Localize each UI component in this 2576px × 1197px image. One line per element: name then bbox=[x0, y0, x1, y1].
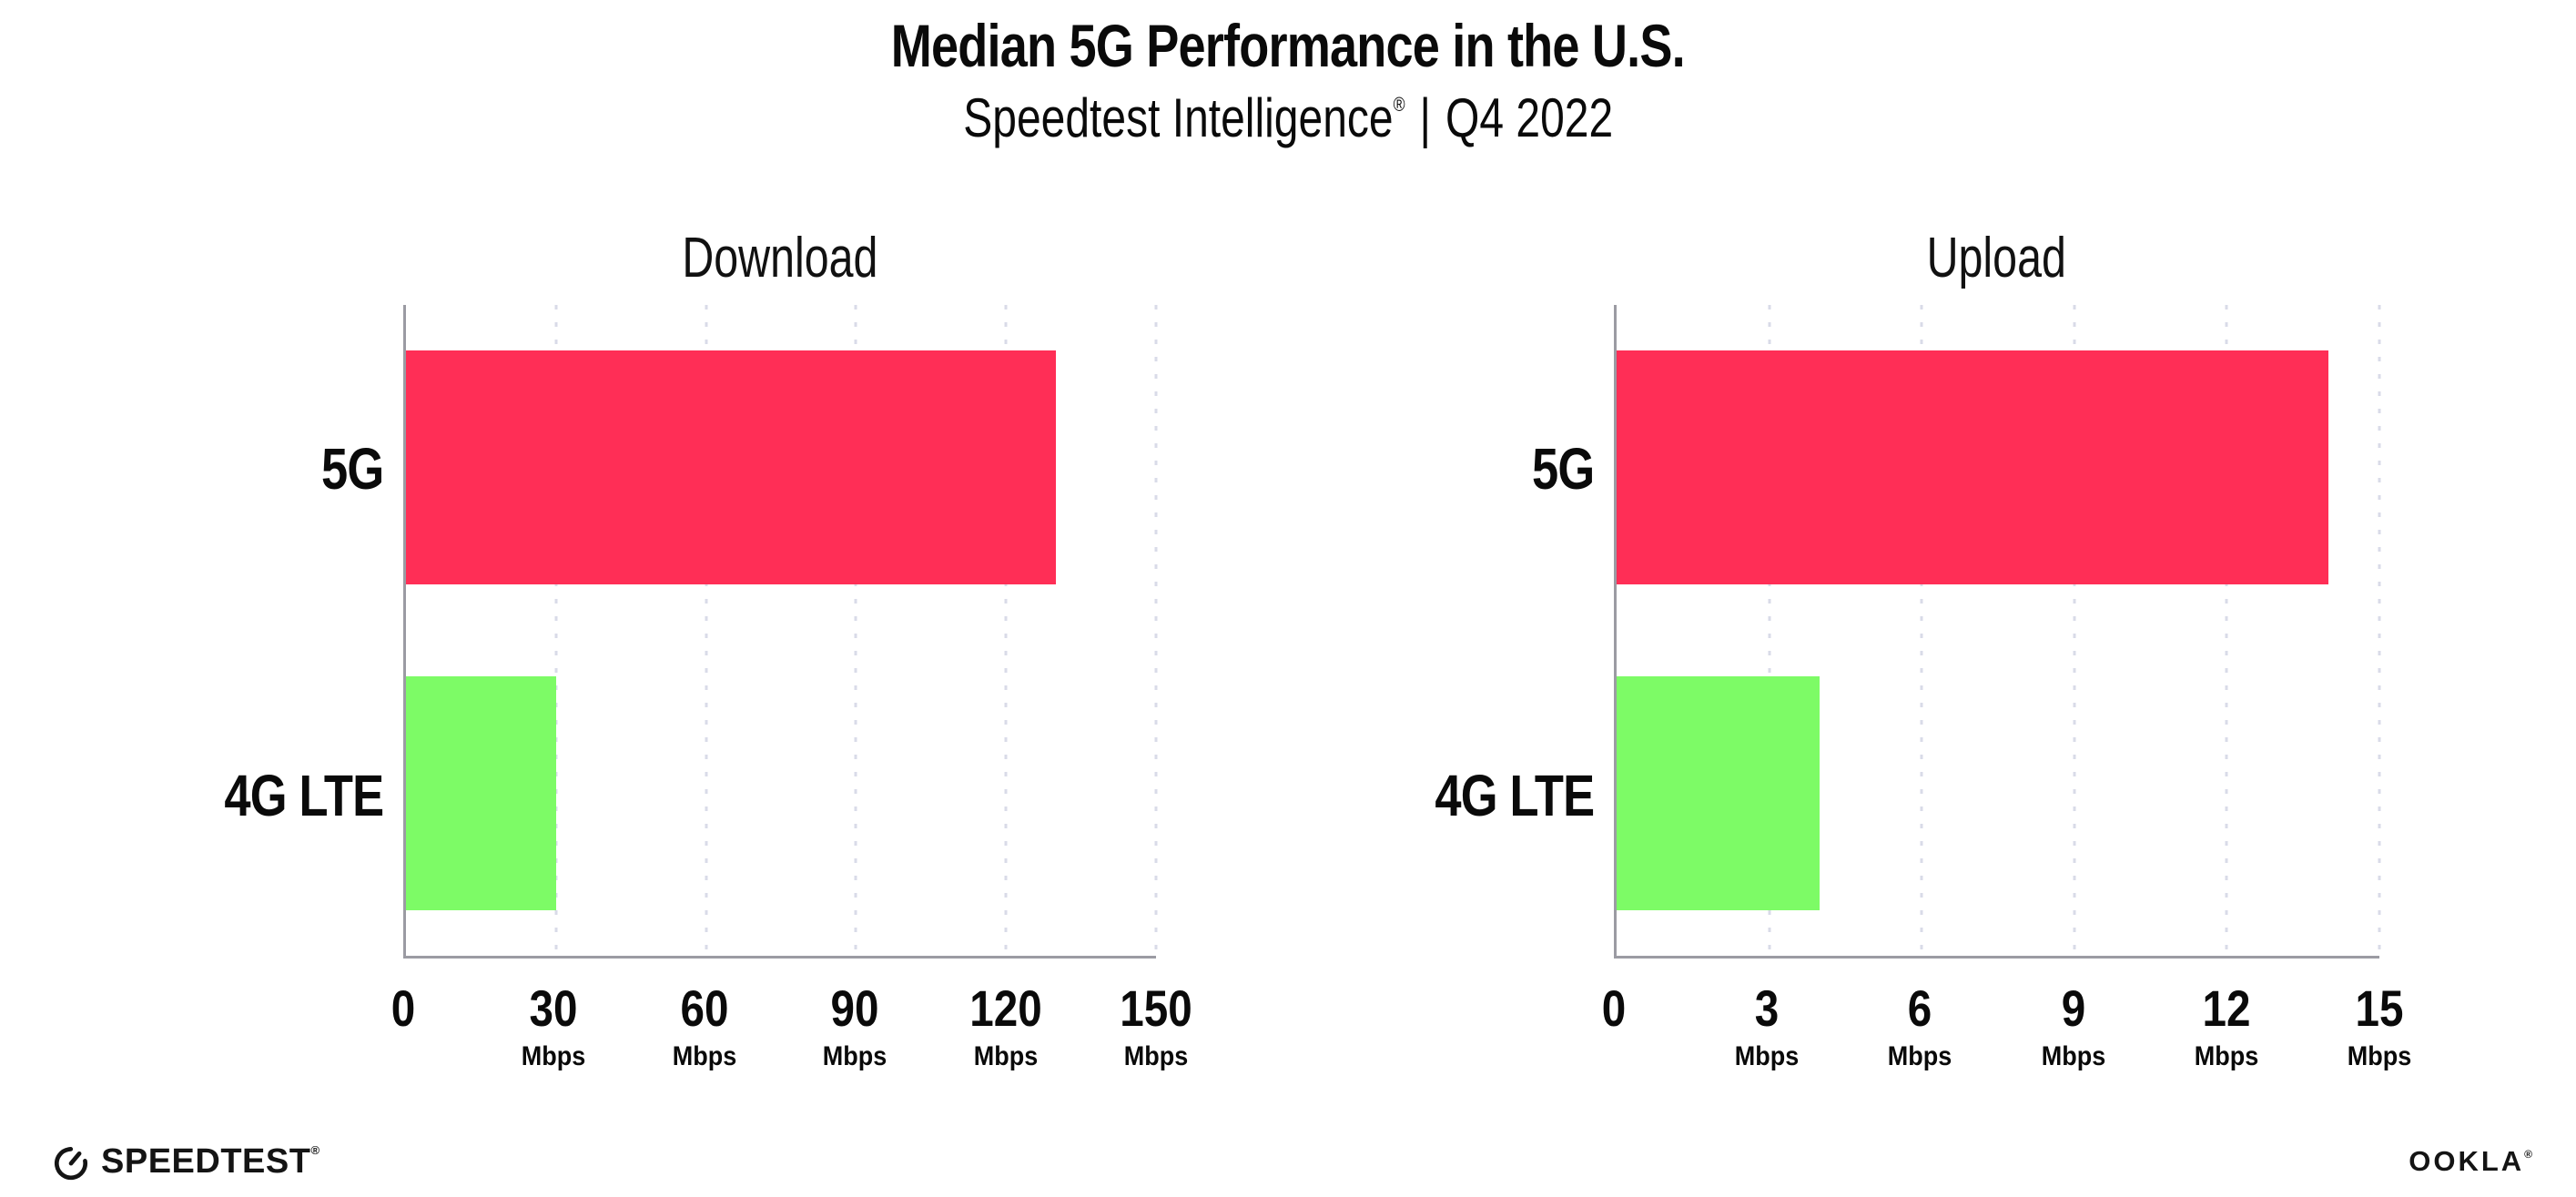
x-axis-upload: 0 3 Mbps 6 Mbps 9 Mbps 12 Mbps 15 Mbps bbox=[1602, 959, 2411, 1113]
x-tick: 120 Mbps bbox=[963, 979, 1048, 1072]
bar-row bbox=[1617, 631, 2379, 957]
tick-unit: Mbps bbox=[522, 1040, 586, 1071]
tick-value: 90 bbox=[830, 979, 879, 1037]
gridline bbox=[1154, 305, 1158, 956]
tick-unit: Mbps bbox=[973, 1040, 1038, 1071]
x-tick: 90 Mbps bbox=[819, 979, 890, 1072]
bar-row bbox=[406, 631, 1156, 957]
bar-row bbox=[1617, 305, 2379, 631]
ookla-logo: OOKLA® bbox=[2409, 1145, 2532, 1178]
gridline bbox=[2225, 305, 2228, 956]
tick-value: 12 bbox=[2202, 979, 2251, 1037]
tick-unit: Mbps bbox=[672, 1040, 737, 1071]
x-tick: 30 Mbps bbox=[518, 979, 589, 1072]
tick-unit: Mbps bbox=[2347, 1040, 2412, 1071]
x-tick: 0 bbox=[389, 979, 417, 1037]
tick-value: 120 bbox=[969, 979, 1042, 1037]
tick-value: 30 bbox=[529, 979, 578, 1037]
y-axis-labels: 5G 4G LTE bbox=[1320, 305, 1614, 959]
gridline bbox=[2073, 305, 2076, 956]
x-tick: 150 Mbps bbox=[1113, 979, 1198, 1072]
tick-unit: Mbps bbox=[822, 1040, 887, 1071]
tick-value: 0 bbox=[390, 979, 416, 1037]
x-tick: 9 Mbps bbox=[2037, 979, 2108, 1072]
chart-title-upload: Upload bbox=[1926, 227, 2067, 289]
subtitle-separator: | bbox=[1419, 87, 1431, 149]
x-tick: 15 Mbps bbox=[2344, 979, 2415, 1072]
x-tick: 60 Mbps bbox=[669, 979, 740, 1072]
subtitle-brand: Speedtest Intelligence bbox=[963, 87, 1394, 149]
category-label-4g-lte: 4G LTE bbox=[224, 762, 384, 828]
download-chart: Download 5G 4G LTE 0 30 Mbps 60 Mbps 90 Mbps 120… bbox=[109, 226, 1192, 1113]
gauge-icon bbox=[54, 1147, 88, 1181]
tick-unit: Mbps bbox=[2041, 1040, 2105, 1071]
page-title: Median 5G Performance in the U.S. bbox=[0, 12, 2576, 79]
x-tick: 6 Mbps bbox=[1884, 979, 1955, 1072]
page-subtitle: Speedtest Intelligence® | Q4 2022 bbox=[0, 88, 2576, 148]
footer: SPEEDTEST® OOKLA® bbox=[50, 1141, 2532, 1182]
category-label-5g: 5G bbox=[1531, 435, 1595, 502]
tick-value: 9 bbox=[2061, 979, 2085, 1037]
category-label-5g: 5G bbox=[320, 435, 384, 502]
bar-5g bbox=[1617, 350, 2329, 585]
plot-area-upload bbox=[1614, 305, 2381, 959]
charts-row: Download 5G 4G LTE 0 30 Mbps 60 Mbps 90 Mbps 120… bbox=[0, 226, 2576, 1071]
bar-row bbox=[406, 305, 1156, 631]
chart-title-download: Download bbox=[681, 227, 878, 289]
x-tick: 12 Mbps bbox=[2191, 979, 2262, 1072]
speedtest-wordmark: SPEEDTEST® bbox=[101, 1141, 320, 1181]
x-tick: 0 bbox=[1599, 979, 1628, 1037]
tick-value: 3 bbox=[1754, 979, 1780, 1037]
tick-unit: Mbps bbox=[1734, 1040, 1800, 1071]
bar-4g-lte bbox=[1617, 675, 1820, 910]
tick-value: 15 bbox=[2355, 979, 2404, 1037]
tick-value: 6 bbox=[1908, 979, 1932, 1037]
tick-unit: Mbps bbox=[2194, 1040, 2259, 1071]
tick-unit: Mbps bbox=[1888, 1040, 1952, 1071]
x-axis-download: 0 30 Mbps 60 Mbps 90 Mbps 120 Mbps 150 Mbps bbox=[391, 959, 1192, 1113]
gridline bbox=[705, 305, 708, 956]
tick-value: 60 bbox=[680, 979, 729, 1037]
tick-unit: Mbps bbox=[1123, 1040, 1189, 1071]
gridline bbox=[1768, 305, 1771, 956]
bar-5g bbox=[406, 350, 1057, 585]
speedtest-logo: SPEEDTEST® bbox=[50, 1141, 320, 1182]
gridline bbox=[554, 305, 558, 956]
x-tick: 3 Mbps bbox=[1731, 979, 1802, 1072]
y-axis-labels: 5G 4G LTE bbox=[109, 305, 403, 959]
header: Median 5G Performance in the U.S. Speedt… bbox=[0, 0, 2576, 148]
upload-chart: Upload 5G 4G LTE 0 3 Mbps 6 Mbps 9 Mbps 12 Mbps 15… bbox=[1320, 226, 2411, 1113]
ookla-wordmark: OOKLA® bbox=[2409, 1145, 2532, 1177]
gridline bbox=[1920, 305, 1923, 956]
gridline bbox=[1004, 305, 1008, 956]
registered-mark: ® bbox=[2524, 1148, 2532, 1161]
gridline bbox=[854, 305, 857, 956]
page-title-text: Median 5G Performance in the U.S. bbox=[890, 12, 1686, 79]
bar-4g-lte bbox=[406, 675, 556, 910]
registered-mark: ® bbox=[1393, 93, 1405, 117]
tick-value: 150 bbox=[1120, 979, 1192, 1037]
plot-area-download bbox=[403, 305, 1158, 959]
subtitle-period: Q4 2022 bbox=[1445, 87, 1613, 149]
category-label-4g-lte: 4G LTE bbox=[1435, 762, 1595, 828]
tick-value: 0 bbox=[1601, 979, 1627, 1037]
registered-mark: ® bbox=[310, 1142, 320, 1157]
gridline bbox=[2378, 305, 2381, 956]
